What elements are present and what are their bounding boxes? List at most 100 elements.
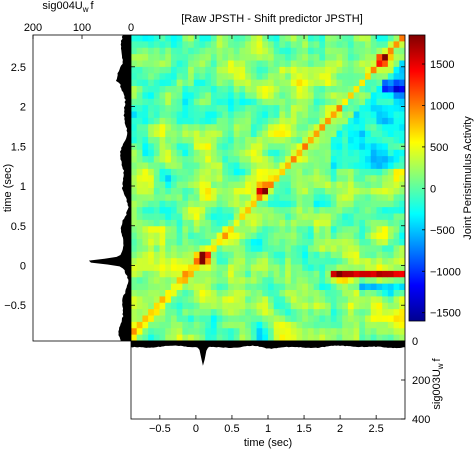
heatmap-cell [330, 334, 337, 341]
heatmap-cell [182, 277, 189, 285]
heatmap-cell [262, 86, 269, 93]
colorbar-frame [408, 34, 426, 322]
heatmap-cell [136, 124, 143, 132]
heatmap-cell [153, 98, 160, 106]
heatmap-cell [182, 117, 189, 125]
heatmap-cell [182, 334, 189, 341]
heatmap-cell [250, 309, 257, 316]
heatmap-cell [399, 309, 405, 316]
heatmap-cell [228, 92, 235, 100]
heatmap-cell [330, 188, 337, 195]
heatmap-cell [222, 226, 229, 234]
heatmap-cell [273, 162, 280, 170]
heatmap-cell [325, 219, 332, 227]
heatmap-cell [193, 264, 200, 272]
heatmap-cell [330, 232, 337, 240]
heatmap-cell [359, 117, 366, 125]
heatmap-cell [188, 296, 195, 304]
heatmap-cell [250, 73, 257, 81]
heatmap-cell [210, 66, 218, 74]
heatmap-cell [256, 162, 263, 170]
heatmap-cell [136, 162, 143, 170]
heatmap-cell [216, 245, 223, 253]
heatmap-cell [256, 188, 263, 195]
heatmap-cell [165, 270, 172, 278]
heatmap-cell [239, 143, 246, 151]
heatmap-cell [176, 168, 183, 176]
heatmap-cell [319, 117, 326, 125]
heatmap-cell [256, 315, 263, 323]
heatmap-cell [268, 130, 275, 138]
heatmap-cell [285, 328, 292, 336]
heatmap-cell [285, 226, 292, 234]
heatmap-cell [239, 162, 246, 170]
heatmap-cell [176, 251, 183, 259]
heatmap-cell [131, 290, 138, 297]
heatmap-cell [296, 309, 303, 316]
heatmap-cell [262, 168, 269, 176]
heatmap-cell [222, 92, 229, 100]
heatmap-cell [165, 156, 172, 163]
heatmap-cell [222, 232, 229, 240]
heatmap-cell [285, 258, 292, 265]
heatmap-cell [199, 41, 206, 49]
heatmap-cell [233, 117, 240, 125]
heatmap-cell [353, 156, 360, 163]
heatmap-cell [170, 200, 178, 208]
heatmap-cell [353, 86, 360, 93]
heatmap-cell [279, 117, 286, 125]
heatmap-cell [256, 143, 263, 151]
colorbar-tick-label: −1500 [430, 308, 461, 320]
heatmap-cell [387, 264, 394, 272]
heatmap-cell [399, 111, 405, 119]
heatmap-cell [353, 270, 360, 278]
heatmap-cell [273, 321, 280, 329]
heatmap-cell [336, 226, 343, 234]
heatmap-cell [233, 41, 240, 49]
heatmap-cell [387, 47, 394, 55]
heatmap-cell [307, 264, 315, 272]
heatmap-cell [170, 270, 178, 278]
heatmap-cell [399, 60, 405, 68]
heatmap-cell [245, 258, 252, 265]
heatmap-cell [262, 251, 269, 259]
heatmap-cell [159, 188, 166, 195]
heatmap-cell [285, 270, 292, 278]
heatmap-cell [290, 188, 297, 195]
heatmap-cell [347, 245, 355, 253]
heatmap-cell [250, 207, 257, 214]
heatmap-cell [199, 296, 206, 304]
heatmap-cell [387, 105, 394, 112]
heatmap-cell [193, 79, 200, 87]
heatmap-cell [382, 162, 389, 170]
heatmap-cell [382, 47, 389, 55]
heatmap-cell [347, 181, 355, 189]
heatmap-cell [382, 219, 389, 227]
heatmap-cell [336, 124, 343, 132]
heatmap-cell [205, 245, 212, 253]
heatmap-cell [353, 213, 360, 221]
heatmap-cell [302, 35, 309, 42]
heatmap-cell [319, 188, 326, 195]
heatmap-cell [136, 315, 143, 323]
heatmap-cell [136, 149, 143, 157]
heatmap-cell [216, 309, 223, 316]
heatmap-cell [382, 124, 389, 132]
heatmap-cell [148, 251, 155, 259]
heatmap-cell [365, 41, 372, 49]
colorbar-label: Joint Peristimulus Activity [462, 116, 474, 240]
heatmap-cell [347, 270, 355, 278]
heatmap-cell [193, 188, 200, 195]
heatmap-cell [342, 98, 349, 106]
heatmap-cell [256, 98, 263, 106]
heatmap-cell [382, 270, 389, 278]
heatmap-cell [296, 60, 303, 68]
heatmap-cell [336, 66, 343, 74]
heatmap-cell [250, 105, 257, 112]
heatmap-cell [170, 232, 178, 240]
heatmap-cell [193, 156, 200, 163]
heatmap-cell [199, 290, 206, 297]
heatmap-cell [273, 328, 280, 336]
heatmap-cell [376, 35, 383, 42]
